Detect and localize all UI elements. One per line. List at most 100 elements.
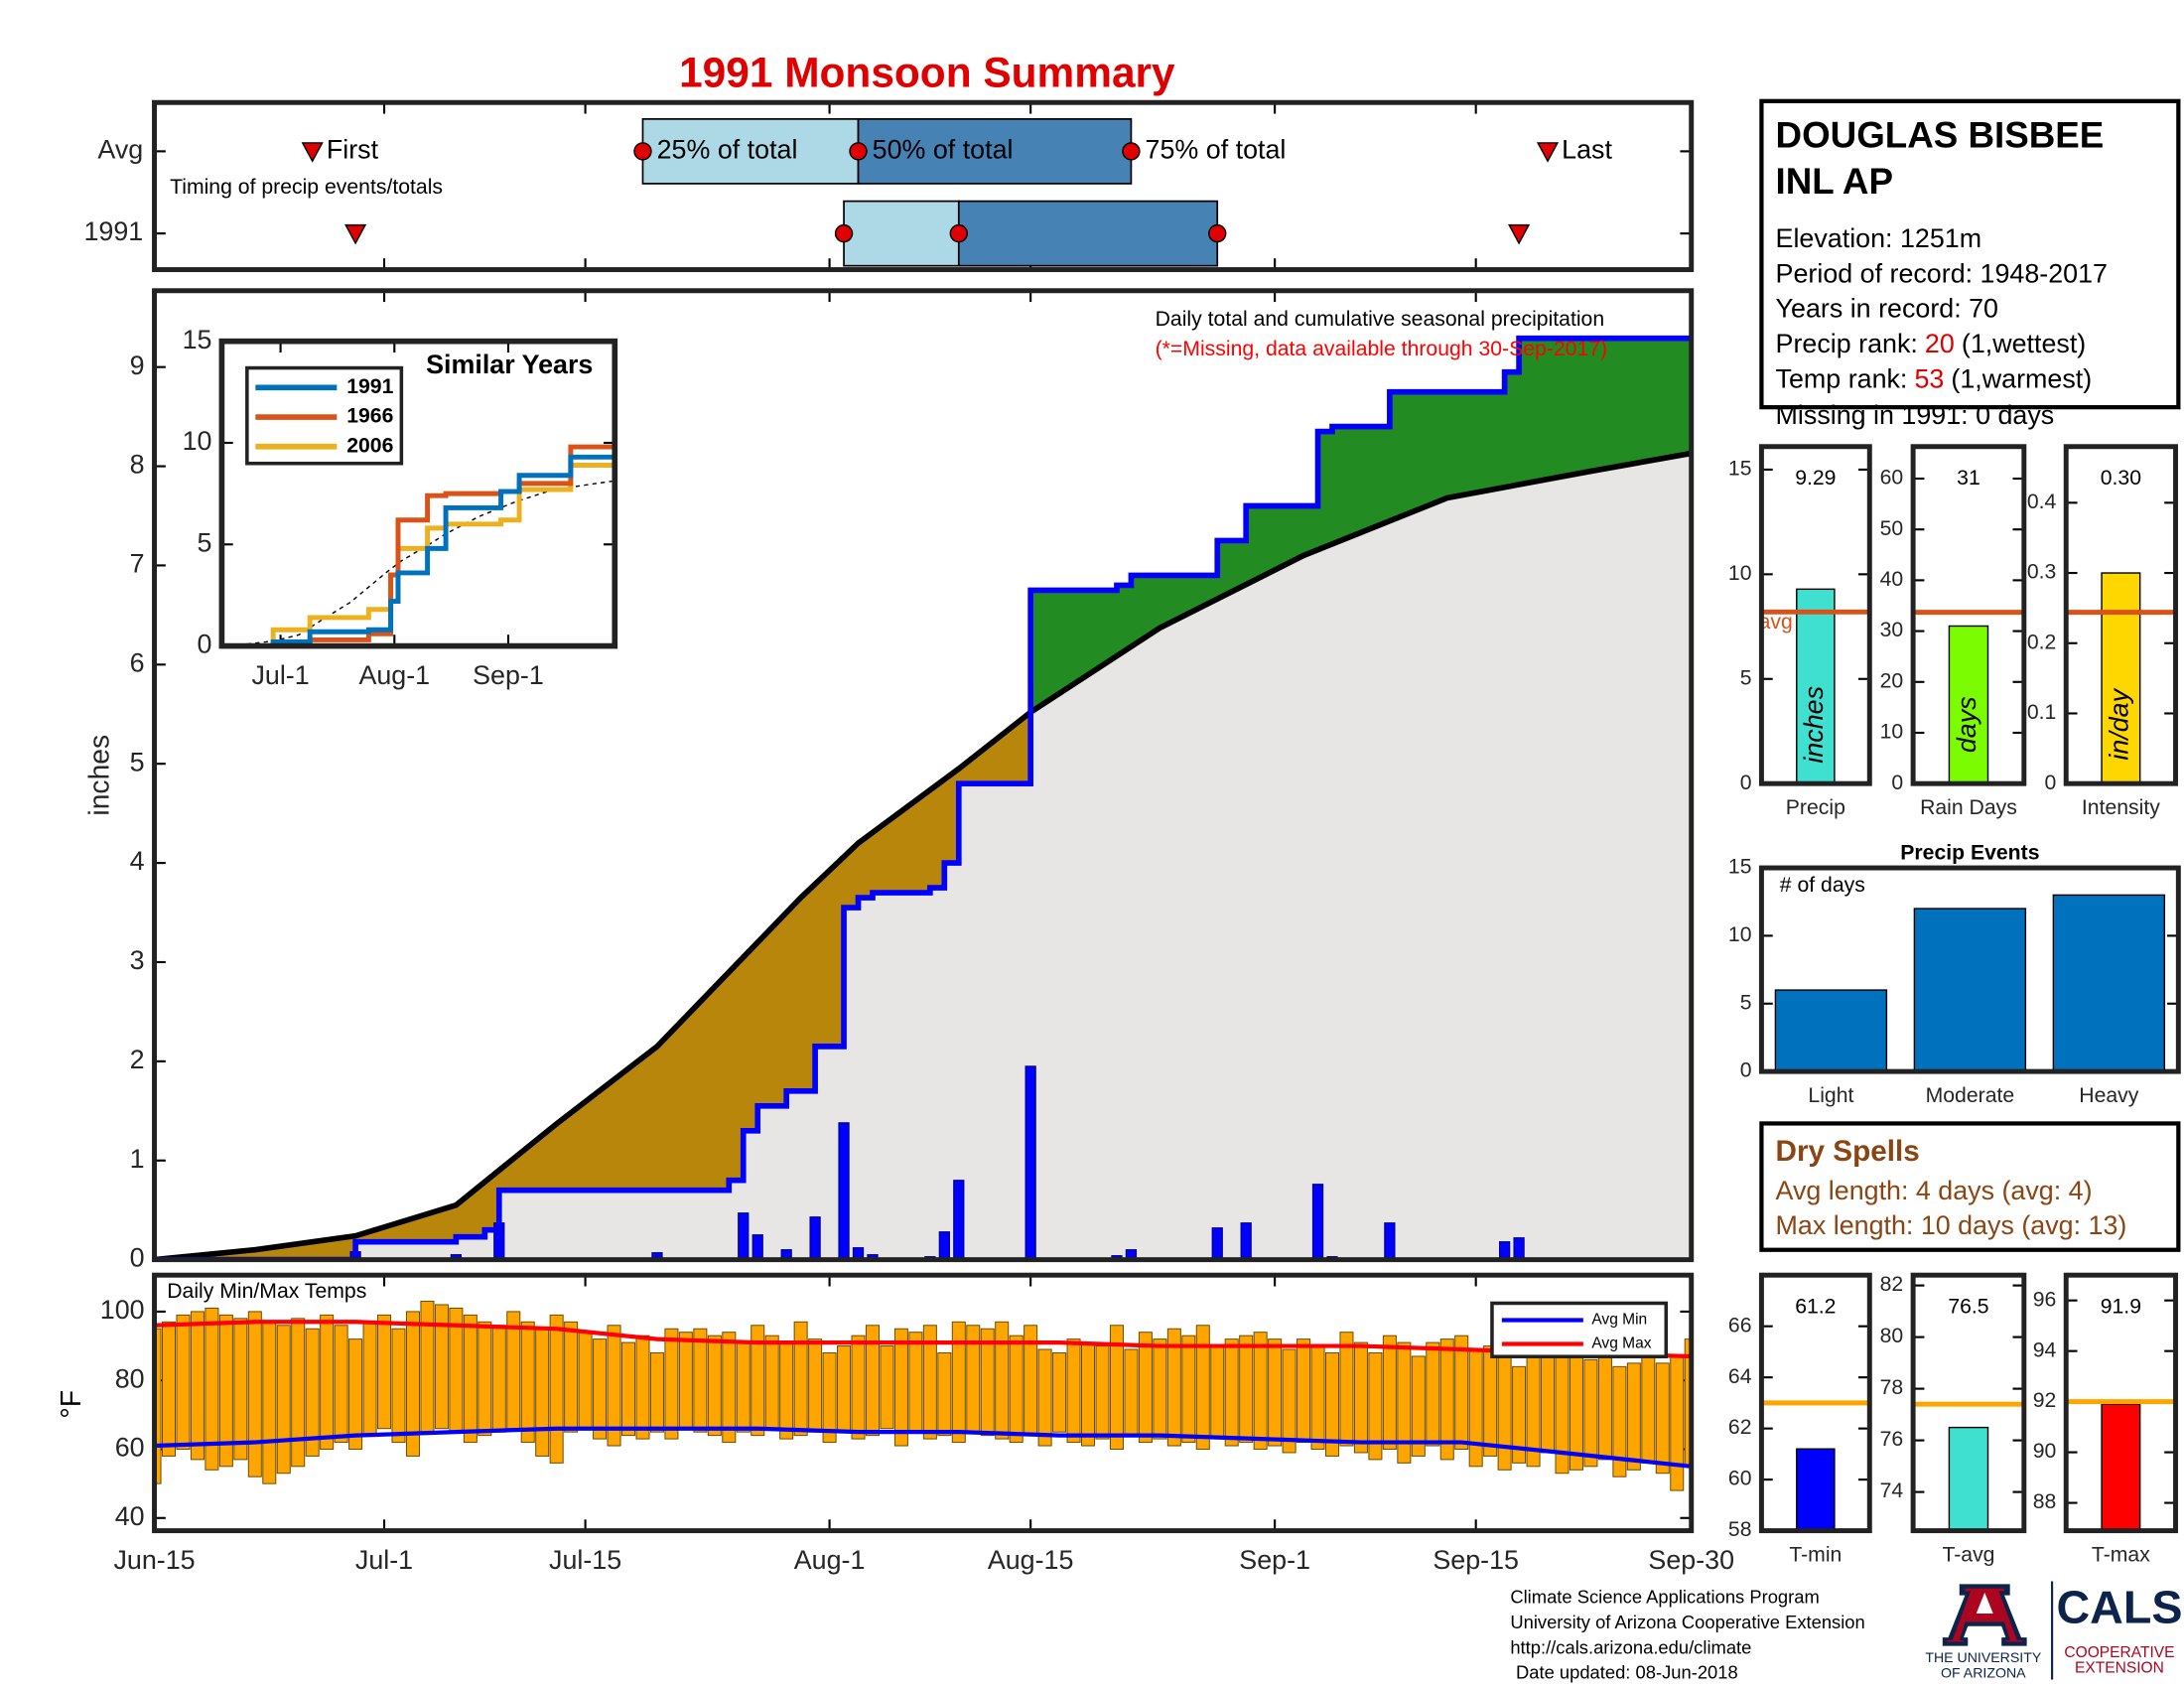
y-tick-label: 1 — [130, 1144, 145, 1174]
value-label: 91.9 — [2101, 1295, 2141, 1318]
average-temp-line — [154, 1320, 1692, 1359]
rank-label: Temp rank: — [1776, 363, 1908, 393]
temp-range-bar — [334, 1325, 348, 1444]
station-name: DOUGLAS BISBEE — [1776, 114, 2105, 155]
footer-line: University of Arizona Cooperative Extens… — [1510, 1612, 1864, 1632]
temp-range-bar — [593, 1338, 608, 1440]
plot-border — [1758, 865, 2181, 1074]
temp-range-bar — [535, 1328, 550, 1457]
footer-line: Date updated: 08-Jun-2018 — [1516, 1662, 1738, 1683]
y-tick-label: 60 — [115, 1433, 145, 1463]
average-temp-line — [154, 1426, 1692, 1469]
y-tick-label: 8 — [130, 450, 145, 480]
station-info: Elevation: 1251m — [1776, 223, 1982, 253]
temp-range-bar — [1426, 1341, 1440, 1447]
temp-range-bar — [434, 1304, 449, 1430]
temp-range-bar — [1468, 1348, 1483, 1468]
legend-box — [1490, 1301, 1669, 1358]
temp-range-bar — [1297, 1338, 1311, 1444]
y-tick-label: 10 — [1880, 721, 1904, 744]
marker-label: First — [327, 134, 379, 164]
temp-range-bar — [707, 1335, 722, 1437]
arizona-logo — [1942, 1584, 2027, 1646]
plot-area — [154, 1301, 1692, 1491]
daily-precip-bar — [1384, 1222, 1396, 1260]
footer-line: http://cals.arizona.edu/climate — [1510, 1636, 1751, 1657]
temp-range-bar — [1181, 1335, 1196, 1444]
daily-precip-bar — [1513, 1237, 1525, 1260]
y-tick-label: 78 — [1880, 1376, 1904, 1399]
daily-precip-bar — [450, 1254, 463, 1260]
average-label: avg — [1759, 611, 1793, 633]
row-label: Avg — [97, 134, 143, 164]
y-tick-label: 0.1 — [2027, 701, 2056, 724]
y-tick-label: 3 — [130, 945, 145, 975]
temp-range-bar — [291, 1318, 306, 1468]
temp-range-bar — [247, 1311, 262, 1477]
temp-range-bar — [1124, 1348, 1139, 1437]
y-tick-label: 90 — [2033, 1440, 2057, 1463]
temp-range-bar — [348, 1338, 363, 1450]
y-tick-label: 0 — [1740, 772, 1752, 794]
temp-range-bar — [779, 1341, 794, 1440]
temp-range-bar — [190, 1311, 205, 1461]
temp-range-bar — [922, 1325, 937, 1440]
y-tick-label: 5 — [1740, 991, 1752, 1014]
temp-range-bar — [1282, 1348, 1297, 1454]
value-label: 31 — [1957, 467, 1980, 490]
x-tick-label: Sep-15 — [1433, 1545, 1519, 1575]
temp-range-bar — [1626, 1362, 1641, 1471]
temp-range-bar — [1009, 1335, 1024, 1444]
temp-range-bar — [951, 1321, 966, 1444]
daily-precip-bar — [751, 1234, 763, 1260]
x-tick-label: Jun-15 — [113, 1545, 195, 1575]
temp-range-bar — [1210, 1345, 1225, 1440]
average-cumulative-line — [154, 450, 1692, 1260]
rank-note: (1,warmest) — [1951, 363, 2092, 393]
temp-range-bar — [564, 1321, 579, 1433]
temp-range-bar — [1253, 1332, 1268, 1450]
y-tick-label: 5 — [198, 527, 212, 557]
temp-range-bar — [649, 1351, 664, 1433]
legend-label: 1991 — [346, 375, 393, 398]
x-tick-label: Jul-15 — [549, 1545, 621, 1575]
y-tick-label: 0.4 — [2027, 491, 2057, 513]
temp-range-bar — [664, 1328, 679, 1440]
rank-value: 20 — [1925, 329, 1955, 358]
daily-precip-bar — [867, 1254, 879, 1260]
temp-range-bar — [478, 1321, 492, 1437]
temp-range-bar — [1109, 1325, 1124, 1450]
logo-a-hole — [1976, 1592, 1993, 1615]
y-tick-label: 7 — [130, 549, 145, 579]
legend-label: Avg Max — [1591, 1336, 1651, 1352]
temp-range-bar — [1095, 1345, 1110, 1440]
temp-range-bar — [1037, 1348, 1052, 1447]
plot-border — [218, 338, 618, 649]
x-tick-label: Sep-1 — [1239, 1545, 1310, 1575]
temp-range-bar — [391, 1328, 406, 1444]
temp-range-bar — [1411, 1355, 1426, 1457]
event-marker — [301, 142, 324, 163]
plot-border — [152, 1272, 1695, 1534]
plot-border — [1910, 444, 2027, 786]
y-tick-label: 60 — [1728, 1468, 1752, 1490]
quartile-box — [857, 118, 1133, 185]
daily-precip-bar — [838, 1122, 850, 1260]
cals-logo: CALS — [2056, 1582, 2182, 1633]
temp-range-bar — [1268, 1338, 1283, 1447]
temp-range-bar — [1166, 1328, 1181, 1447]
temp-range-bar — [1153, 1338, 1167, 1440]
temp-range-bar — [305, 1328, 320, 1457]
x-tick-label: Sep-30 — [1648, 1545, 1734, 1575]
extension-name: COOPERATIVE — [2064, 1644, 2174, 1661]
x-tick-label: Aug-1 — [794, 1545, 866, 1575]
y-tick-label: 0.2 — [2027, 631, 2056, 653]
temp-range-bar — [262, 1321, 277, 1484]
category-label: Heavy — [2079, 1084, 2138, 1107]
temp-range-bar — [1512, 1365, 1527, 1464]
bar-unit-label: inches — [1799, 686, 1829, 764]
event-marker — [1536, 142, 1560, 163]
y-tick-label: 4 — [130, 846, 145, 876]
y-tick-label: 0 — [2045, 772, 2057, 794]
